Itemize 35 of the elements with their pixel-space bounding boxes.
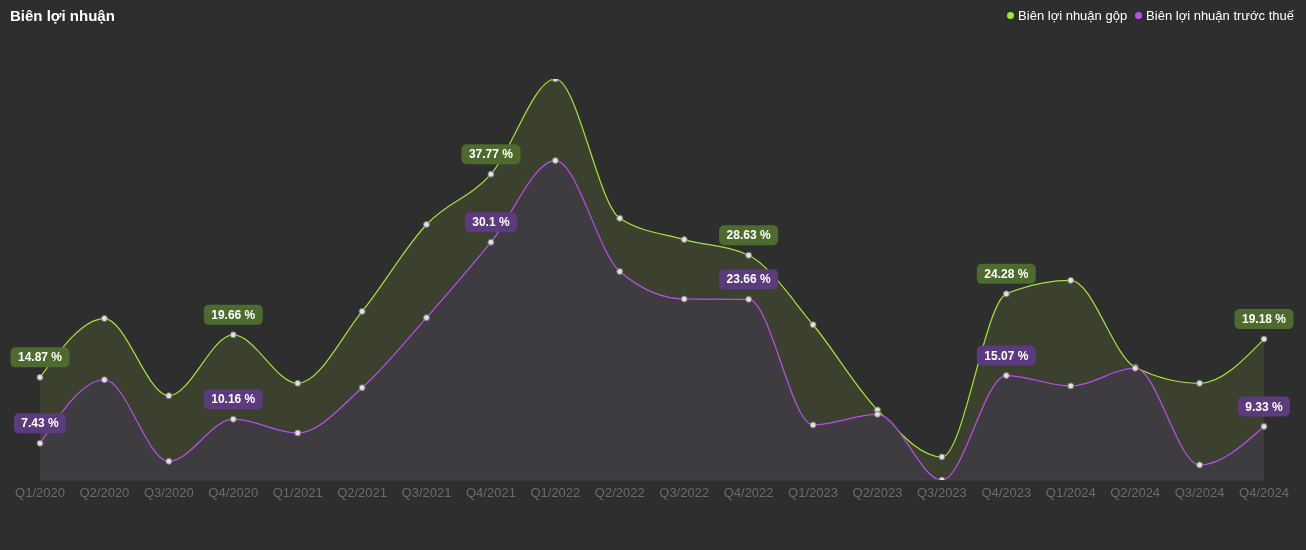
x-tick-label: Q4/2022 — [723, 485, 774, 501]
x-tick-label: Q3/2021 — [401, 485, 452, 501]
data-label: 24.28 % — [984, 266, 1029, 281]
x-tick-label: Q2/2020 — [79, 485, 130, 501]
data-label: 15.07 % — [984, 348, 1029, 363]
data-label: 23.66 % — [726, 272, 771, 287]
data-label: 30.1 % — [472, 215, 510, 230]
data-label: 10.16 % — [211, 392, 256, 407]
x-tick-label: Q3/2020 — [143, 485, 194, 501]
x-tick-label: Q4/2024 — [1239, 485, 1289, 501]
x-tick-label: Q3/2024 — [1174, 485, 1225, 501]
x-tick-label: Q1/2024 — [1045, 485, 1096, 501]
x-tick-label: Q3/2023 — [916, 485, 967, 501]
data-label: 19.66 % — [211, 307, 256, 322]
legend-label: Biên lợi nhuận gộp — [1017, 8, 1128, 23]
x-tick-label: Q2/2023 — [852, 485, 903, 501]
data-label: 19.18 % — [1241, 312, 1287, 327]
x-tick-label: Q4/2023 — [981, 485, 1032, 501]
data-label: 7.43 % — [21, 416, 60, 431]
x-tick-label: Q1/2023 — [788, 485, 838, 501]
legend-label: Biên lợi nhuận trước thuế — [1145, 8, 1294, 23]
x-tick-label: Q1/2021 — [272, 485, 323, 501]
x-tick-label: Q3/2022 — [659, 485, 710, 501]
x-tick-label: Q1/2022 — [530, 485, 581, 501]
x-tick-label: Q4/2021 — [466, 485, 516, 501]
chart-title: Biên lợi nhuận — [10, 7, 115, 24]
data-label: 14.87 % — [17, 350, 63, 365]
x-tick-label: Q2/2021 — [337, 485, 388, 501]
x-tick-label: Q2/2022 — [594, 485, 645, 501]
x-tick-label: Q1/2020 — [15, 485, 65, 501]
x-tick-label: Q2/2024 — [1110, 485, 1161, 501]
data-label: 9.33 % — [1245, 399, 1284, 414]
data-label: 37.77 % — [468, 147, 514, 162]
x-tick-label: Q4/2020 — [208, 485, 259, 501]
data-label: 28.63 % — [726, 228, 771, 243]
